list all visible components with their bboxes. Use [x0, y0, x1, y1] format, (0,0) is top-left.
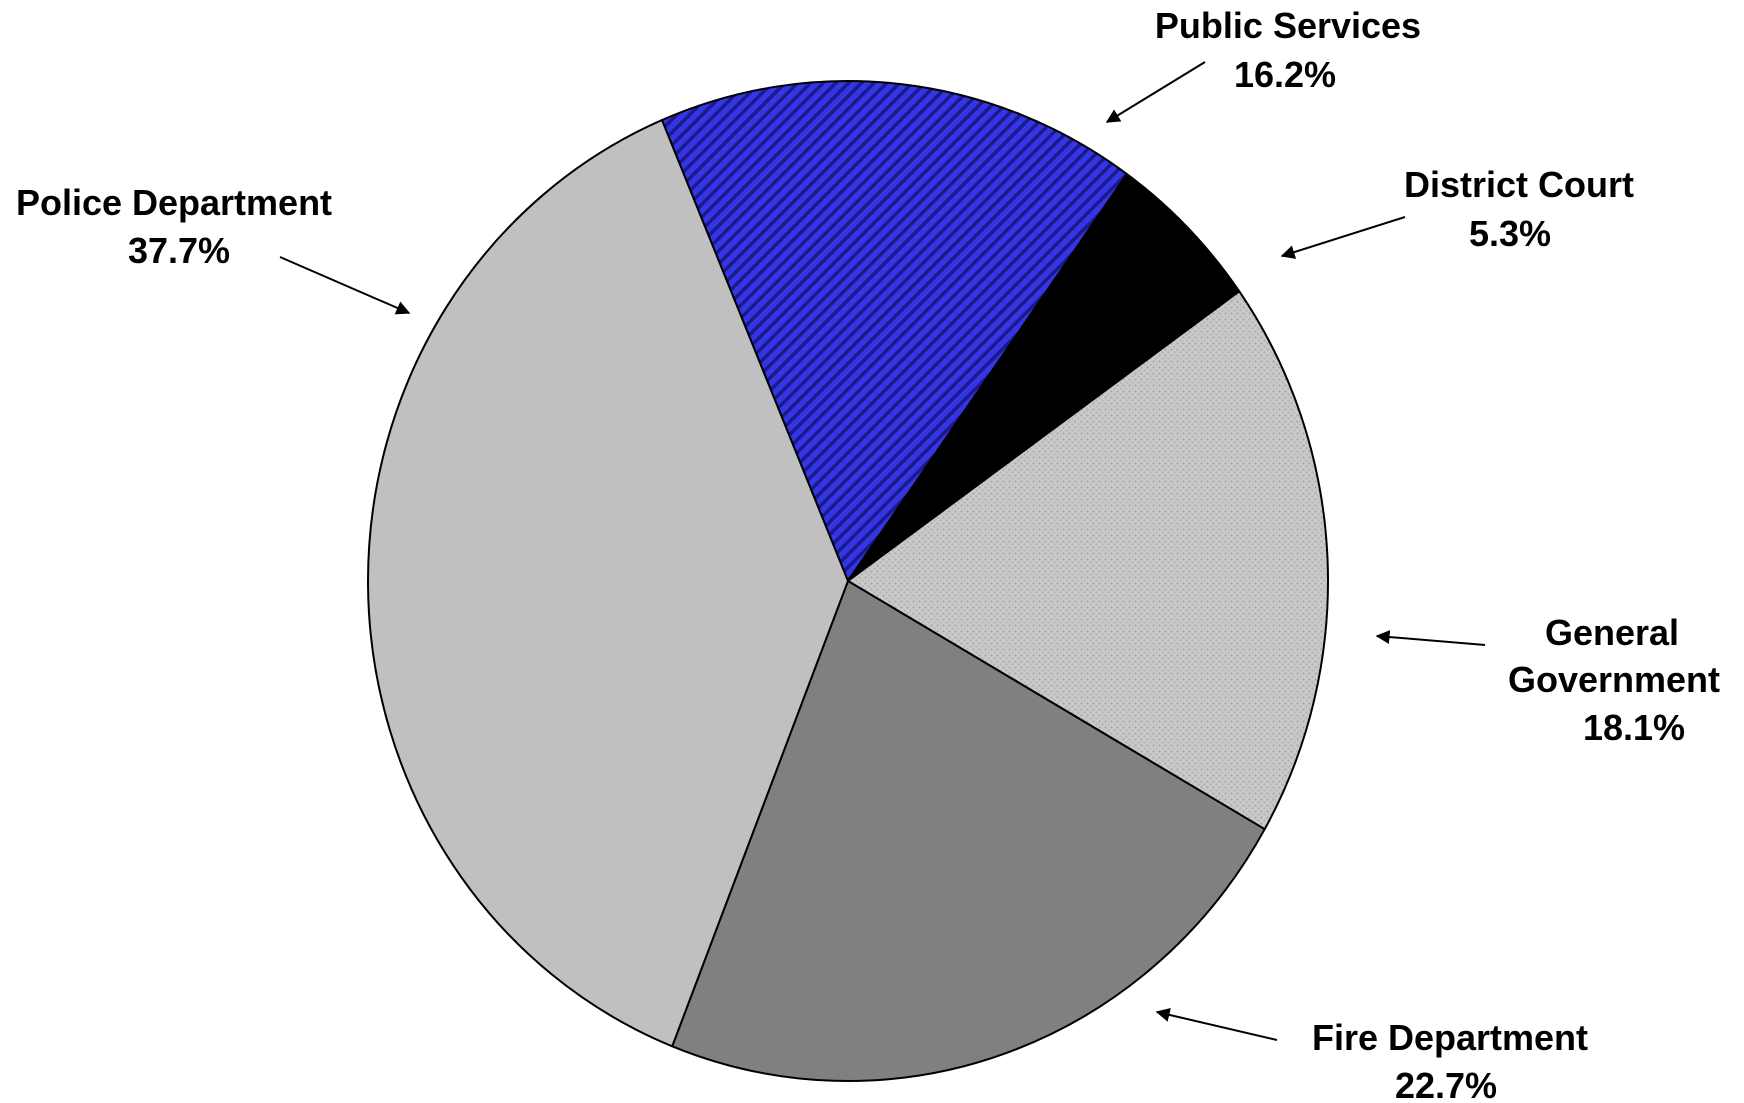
slice-label-public-services: Public Services 16.2%	[1155, 5, 1421, 95]
label-police-department-value: 37.7%	[128, 230, 230, 271]
slice-label-fire-department: Fire Department 22.7%	[1312, 1017, 1588, 1103]
label-fire-department-value: 22.7%	[1395, 1065, 1497, 1103]
pie-slices	[367, 80, 1329, 1082]
label-district-court-value: 5.3%	[1469, 213, 1551, 254]
label-public-services-value: 16.2%	[1234, 54, 1336, 95]
arrow-district-court	[1280, 216, 1406, 259]
leader-arrows	[279, 61, 1486, 1041]
arrow-police-department	[279, 256, 411, 315]
label-district-court-name: District Court	[1404, 164, 1634, 205]
pie-slice-general-government	[847, 290, 1329, 831]
label-general-government-name-1: General	[1545, 612, 1679, 653]
pie-slice-police-department	[367, 119, 849, 1048]
label-fire-department-name: Fire Department	[1312, 1017, 1588, 1058]
slice-label-police-department: Police Department 37.7%	[16, 182, 332, 271]
label-general-government-name-2: Government	[1508, 659, 1720, 700]
label-public-services-name: Public Services	[1155, 5, 1421, 46]
arrow-fire-department	[1155, 1008, 1278, 1041]
label-general-government-value: 18.1%	[1583, 707, 1685, 748]
pie-slice-fire-department	[671, 580, 1266, 1082]
pie-slice-district-court	[847, 173, 1241, 582]
pie-slice-public-services	[660, 80, 1128, 582]
slice-label-district-court: District Court 5.3%	[1404, 164, 1634, 254]
label-police-department-name: Police Department	[16, 182, 332, 223]
arrow-public-services	[1105, 61, 1206, 123]
arrow-general-government	[1375, 630, 1486, 646]
slice-label-general-government: General Government 18.1%	[1508, 612, 1720, 748]
